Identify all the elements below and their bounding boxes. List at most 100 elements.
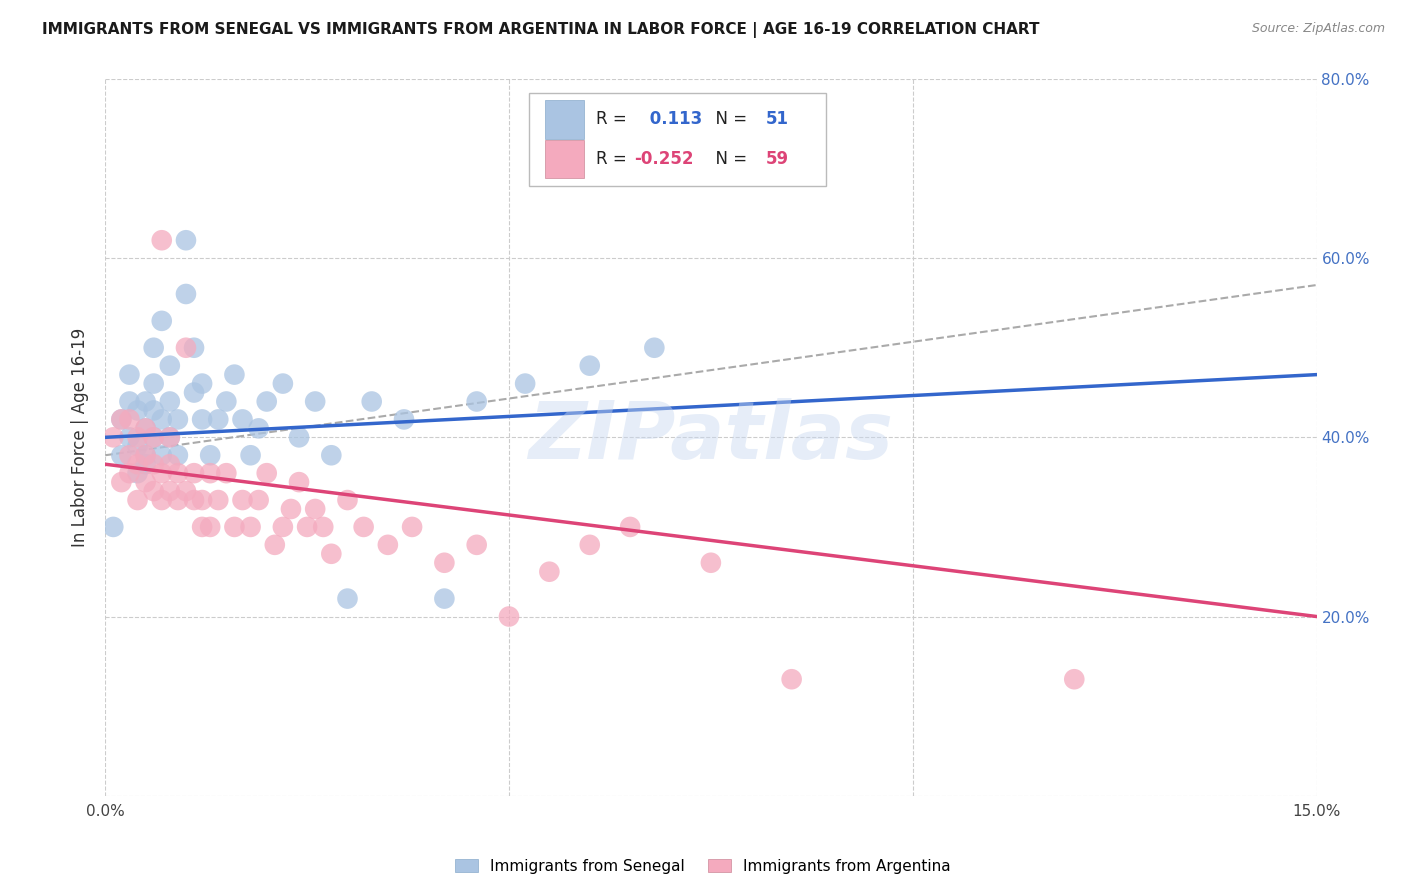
Point [150,412,173,426]
Point [515,376,537,391]
Point [578,359,600,373]
Point [336,493,359,508]
Point [465,538,488,552]
Point [247,493,270,508]
FancyBboxPatch shape [546,140,583,178]
Point [578,538,600,552]
Point [110,475,132,490]
Point [295,520,318,534]
Point [135,394,157,409]
Point [118,448,141,462]
Point [118,466,141,480]
Point [150,493,173,508]
Point [231,412,253,426]
Point [280,502,302,516]
FancyBboxPatch shape [529,94,825,186]
Point [150,448,173,462]
Point [142,403,165,417]
Point [127,457,149,471]
Point [127,439,149,453]
Point [215,466,238,480]
Point [135,475,157,490]
Point [304,394,326,409]
Point [360,394,382,409]
Point [159,430,181,444]
Point [239,448,262,462]
Point [150,466,173,480]
Text: 51: 51 [765,111,789,128]
Point [127,403,149,417]
Point [198,520,221,534]
Point [465,394,488,409]
Text: 0.113: 0.113 [644,111,703,128]
Point [377,538,399,552]
Point [127,466,149,480]
Point [271,376,294,391]
Point [700,556,723,570]
Point [174,341,197,355]
Point [198,448,221,462]
Point [271,520,294,534]
Point [619,520,641,534]
Point [353,520,375,534]
Point [1063,672,1085,686]
Point [231,493,253,508]
Point [142,341,165,355]
Point [498,609,520,624]
Point [110,412,132,426]
Point [288,430,311,444]
Point [198,466,221,480]
Point [256,466,278,480]
FancyBboxPatch shape [546,100,583,139]
Point [191,412,214,426]
Point [127,430,149,444]
Point [159,484,181,499]
Point [159,394,181,409]
Point [127,493,149,508]
Point [247,421,270,435]
Point [159,430,181,444]
Point [135,448,157,462]
Text: ZIPatlas: ZIPatlas [529,399,893,476]
Point [183,493,205,508]
Point [304,502,326,516]
Point [142,430,165,444]
Point [118,430,141,444]
Text: R =: R = [596,111,631,128]
Point [321,547,343,561]
Point [312,520,335,534]
Point [174,287,197,301]
Point [142,376,165,391]
Point [103,430,125,444]
Point [433,591,456,606]
Y-axis label: In Labor Force | Age 16-19: In Labor Force | Age 16-19 [72,327,89,547]
Point [103,520,125,534]
Point [110,412,132,426]
Point [392,412,415,426]
Point [174,233,197,247]
Point [538,565,561,579]
Point [643,341,665,355]
Text: -0.252: -0.252 [634,150,695,168]
Point [336,591,359,606]
Text: N =: N = [704,150,752,168]
Point [118,412,141,426]
Point [167,412,190,426]
Point [183,341,205,355]
Point [239,520,262,534]
Point [142,484,165,499]
Point [159,457,181,471]
Point [183,466,205,480]
Point [263,538,285,552]
Point [142,430,165,444]
Point [167,493,190,508]
Point [118,394,141,409]
Point [183,385,205,400]
Point [215,394,238,409]
Point [321,448,343,462]
Point [288,475,311,490]
Point [191,520,214,534]
Point [207,493,229,508]
Point [135,448,157,462]
Point [142,457,165,471]
